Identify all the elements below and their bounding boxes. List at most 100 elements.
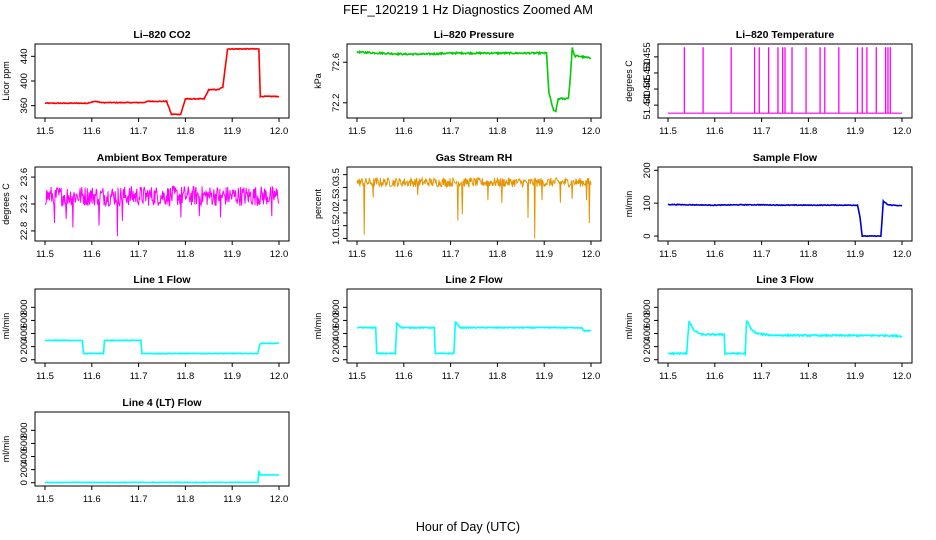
series xyxy=(44,338,280,356)
series-line xyxy=(44,185,280,237)
y-tick-label: 0 xyxy=(642,233,653,238)
series-line xyxy=(44,47,280,116)
plot-frame xyxy=(657,166,913,242)
series xyxy=(356,47,592,113)
x-tick-label: 12.0 xyxy=(893,249,912,260)
panel-title: Li–820 CO2 xyxy=(133,29,190,41)
y-tick-label: 23.2 xyxy=(19,195,30,214)
x-tick-label: 11.5 xyxy=(348,126,366,137)
y-tick-label: 1.0 xyxy=(331,232,342,245)
x-tick-label: 11.5 xyxy=(348,371,366,382)
panel-title: Line 3 Flow xyxy=(756,274,814,286)
y-tick-label: 200 xyxy=(642,162,653,178)
x-tick-label: 11.7 xyxy=(442,249,460,260)
y-axis-label: degrees C xyxy=(1,183,11,225)
x-tick-label: 11.8 xyxy=(489,126,507,137)
x-tick-label: 11.9 xyxy=(535,249,553,260)
y-tick-label: 200 xyxy=(19,339,30,355)
y-tick-label: 400 xyxy=(331,326,342,342)
y-tick-label: 600 xyxy=(331,313,342,329)
panel-1: Li–820 CO2 Licor ppm 11.5 11.6 11.7 11.8 11.9 1… xyxy=(1,29,290,137)
panel-title: Line 4 (LT) Flow xyxy=(122,397,202,409)
x-tick-label: 12.0 xyxy=(270,494,289,505)
panel-8: Line 2 Flow ml/min 11.5 11.6 11.7 11.8 11.9 12.… xyxy=(313,274,602,382)
x-tick-label: 11.8 xyxy=(177,494,195,505)
x-tick-label: 11.7 xyxy=(130,126,148,137)
y-tick-label: 0 xyxy=(19,357,30,362)
x-tick-label: 11.7 xyxy=(442,126,460,137)
y-tick-label: 0 xyxy=(642,357,653,362)
panel-title: Ambient Box Temperature xyxy=(97,152,228,164)
y-tick-label: 400 xyxy=(642,326,653,342)
panel-10: Line 4 (LT) Flow ml/min 11.5 11.6 11.7 11.8 11… xyxy=(1,397,290,505)
series-line xyxy=(356,47,592,113)
series xyxy=(44,47,280,116)
y-axis-label: kPa xyxy=(313,73,323,89)
plot-frame xyxy=(34,43,290,119)
x-tick-label: 11.5 xyxy=(659,371,677,382)
x-tick-label: 12.0 xyxy=(270,249,289,260)
x-tick-label: 11.8 xyxy=(489,371,507,382)
x-tick-label: 11.9 xyxy=(223,126,241,137)
panel-title: Li–820 Temperature xyxy=(736,29,835,41)
series xyxy=(667,320,903,357)
plot-frame xyxy=(657,43,913,119)
plot-frame xyxy=(346,43,602,119)
series xyxy=(667,198,903,238)
y-tick-label: 800 xyxy=(642,299,653,315)
panel-2: Li–820 Pressure kPa 11.5 11.6 11.7 11.8 11.9 12… xyxy=(313,29,602,137)
x-tick-label: 11.9 xyxy=(535,371,553,382)
y-tick-label: 200 xyxy=(19,462,30,478)
y-tick-label: 600 xyxy=(19,313,30,329)
series xyxy=(356,321,592,355)
panel-7: Line 1 Flow ml/min 11.5 11.6 11.7 11.8 11.9 12.… xyxy=(1,274,290,382)
series-line xyxy=(356,321,592,355)
y-tick-label: 400 xyxy=(19,326,30,342)
panel-title: Line 1 Flow xyxy=(133,274,191,286)
x-tick-label: 11.7 xyxy=(130,249,148,260)
x-tick-label: 11.8 xyxy=(800,249,818,260)
y-axis-label: ml/min xyxy=(624,191,634,218)
x-tick-label: 11.9 xyxy=(223,494,241,505)
x-tick-label: 11.9 xyxy=(846,126,864,137)
y-tick-label: 0 xyxy=(19,480,30,485)
x-tick-label: 11.5 xyxy=(36,126,54,137)
y-tick-label: 2.0 xyxy=(331,206,342,219)
x-tick-label: 11.8 xyxy=(177,126,195,137)
x-tick-label: 11.9 xyxy=(223,371,241,382)
y-tick-label: 3.0 xyxy=(331,181,342,194)
panel-6: Sample Flow ml/min 11.5 11.6 11.7 11.8 11.9 12.… xyxy=(624,152,913,260)
x-tick-label: 11.6 xyxy=(706,126,724,137)
y-axis-label: ml/min xyxy=(1,436,11,463)
x-tick-label: 11.9 xyxy=(846,249,864,260)
panel-4: Ambient Box Temperature degrees C 11.5 11.6… xyxy=(1,152,290,260)
x-tick-label: 11.8 xyxy=(177,249,195,260)
series xyxy=(44,185,280,237)
x-tick-label: 11.6 xyxy=(83,494,101,505)
y-tick-label: 0 xyxy=(331,357,342,362)
x-tick-label: 11.5 xyxy=(659,249,677,260)
y-tick-label: 600 xyxy=(642,313,653,329)
x-tick-label: 11.5 xyxy=(348,249,366,260)
x-tick-label: 11.6 xyxy=(83,249,101,260)
x-tick-label: 11.5 xyxy=(659,126,677,137)
x-tick-label: 11.8 xyxy=(800,126,818,137)
panel-9: Line 3 Flow ml/min 11.5 11.6 11.7 11.8 11.9 12.… xyxy=(624,274,913,382)
x-tick-label: 12.0 xyxy=(893,126,912,137)
y-tick-label: 23.6 xyxy=(19,168,30,187)
series-line xyxy=(667,198,903,238)
x-tick-label: 11.9 xyxy=(846,371,864,382)
y-tick-label: 22.8 xyxy=(19,222,30,241)
x-tick-label: 11.6 xyxy=(395,249,413,260)
x-tick-label: 11.7 xyxy=(130,494,148,505)
plot-frame xyxy=(657,288,913,364)
y-axis-label: ml/min xyxy=(1,313,11,340)
y-tick-label: 1.5 xyxy=(331,219,342,232)
series xyxy=(356,176,592,239)
y-tick-label: 51.455 xyxy=(642,42,653,71)
x-tick-label: 11.6 xyxy=(706,371,724,382)
x-tick-label: 11.6 xyxy=(395,126,413,137)
plot-frame xyxy=(346,166,602,242)
x-tick-label: 11.9 xyxy=(223,249,241,260)
x-tick-label: 11.6 xyxy=(706,249,724,260)
